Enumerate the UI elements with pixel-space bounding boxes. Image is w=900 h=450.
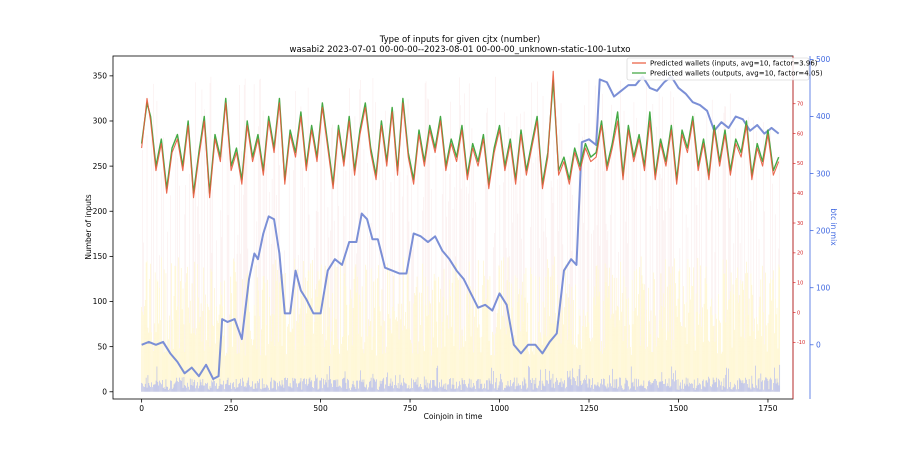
y2-tick-label: 100 bbox=[816, 283, 831, 292]
series-line-btc-in-mix bbox=[141, 75, 780, 381]
x-tick-label: 1500 bbox=[669, 404, 688, 413]
y2-tick-label: 500 bbox=[816, 55, 831, 64]
x-axis-title: Coinjoin in time bbox=[424, 412, 483, 421]
x-tick-label: 750 bbox=[403, 404, 418, 413]
y3-tick-label: 0 bbox=[797, 310, 800, 316]
y2-tick-label: 300 bbox=[816, 169, 831, 178]
y-tick-label: 150 bbox=[93, 252, 108, 261]
y3-tick-label: 50 bbox=[797, 161, 803, 167]
y3-tick-label: 40 bbox=[797, 191, 803, 197]
y-tick-label: 250 bbox=[93, 162, 108, 171]
bars-blue-texture bbox=[141, 364, 781, 392]
y2-axis-title: btc in mix bbox=[829, 208, 838, 246]
y3-tick-label: 10 bbox=[797, 280, 803, 286]
axes-layer: 0 250 500 750 1000 1250 1500 175005010015020025… bbox=[93, 55, 831, 413]
legend-label-inputs: Predicted wallets (inputs, avg=10, facto… bbox=[650, 60, 818, 68]
y3-tick-label: 20 bbox=[797, 251, 803, 257]
y3-tick-label: 60 bbox=[797, 131, 803, 137]
x-tick-label: 500 bbox=[313, 404, 328, 413]
bars-yellow-texture bbox=[141, 256, 781, 392]
chart-subtitle: wasabi2 2023-07-01 00-00-00--2023-08-01 … bbox=[290, 45, 631, 55]
y-tick-label: 200 bbox=[93, 207, 108, 216]
x-tick-label: 1000 bbox=[490, 404, 509, 413]
legend: Predicted wallets (inputs, avg=10, facto… bbox=[626, 57, 823, 81]
background-bars bbox=[141, 76, 781, 392]
y-tick-label: 350 bbox=[93, 72, 108, 81]
legend-label-outputs: Predicted wallets (outputs, avg=10, fact… bbox=[650, 70, 823, 78]
y3-tick-label: 30 bbox=[797, 221, 803, 227]
y-tick-label: 300 bbox=[93, 117, 108, 126]
series-line-inputs bbox=[141, 70, 780, 199]
x-tick-label: 250 bbox=[224, 404, 239, 413]
legend-box bbox=[626, 57, 810, 81]
y2-tick-label: 0 bbox=[816, 340, 821, 349]
y2-tick-label: 200 bbox=[816, 226, 831, 235]
chart-title: Type of inputs for given cjtx (number) bbox=[379, 35, 541, 45]
y2-tick-label: 400 bbox=[816, 112, 831, 121]
x-tick-label: 1250 bbox=[579, 404, 598, 413]
y3-tick-label: 70 bbox=[797, 102, 803, 108]
y-tick-label: 100 bbox=[93, 297, 108, 306]
x-tick-label: 1750 bbox=[758, 404, 777, 413]
y3-tick-label: -10 bbox=[797, 340, 805, 346]
y-tick-label: 50 bbox=[97, 342, 107, 351]
y-axis-title: Number of inputs bbox=[84, 194, 93, 259]
x-tick-label: 0 bbox=[139, 404, 144, 413]
y-tick-label: 0 bbox=[102, 387, 107, 396]
bars-pink-texture bbox=[142, 76, 780, 356]
series-layer bbox=[140, 70, 780, 381]
